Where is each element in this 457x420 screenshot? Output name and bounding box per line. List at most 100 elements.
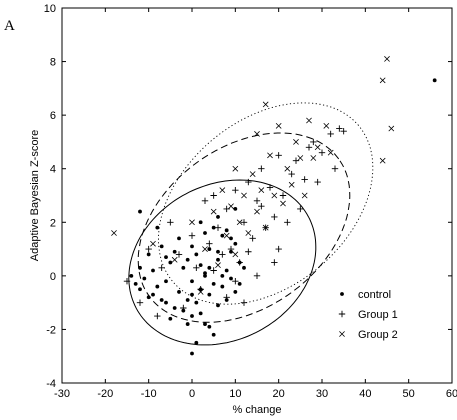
data-point <box>154 312 161 320</box>
ellipse-solid <box>128 179 317 346</box>
data-point <box>216 257 220 262</box>
data-point <box>207 247 212 251</box>
x-tick-label: 50 <box>403 388 415 400</box>
legend-label: Group 1 <box>358 309 398 321</box>
data-point <box>271 213 278 221</box>
data-point <box>211 225 216 230</box>
data-point <box>224 228 229 233</box>
data-point <box>198 311 203 316</box>
series-group-2 <box>111 56 395 295</box>
data-point <box>142 276 147 281</box>
data-point <box>206 240 213 247</box>
data-point <box>172 249 177 254</box>
data-point <box>258 165 265 172</box>
data-point <box>229 276 233 281</box>
y-tick-label: 4 <box>50 164 56 176</box>
data-point <box>189 219 195 226</box>
data-point <box>155 225 160 230</box>
data-point <box>185 298 190 302</box>
data-point <box>223 232 230 239</box>
data-point <box>146 295 151 300</box>
x-tick-label: 60 <box>446 388 457 400</box>
data-point <box>164 255 168 260</box>
data-point <box>254 208 260 215</box>
data-point <box>233 241 238 246</box>
data-point <box>388 125 395 132</box>
data-point <box>279 192 287 199</box>
data-point <box>242 265 246 270</box>
data-point <box>146 252 151 257</box>
y-tick-label: -4 <box>46 378 56 390</box>
x-tick-label: 40 <box>359 388 371 400</box>
data-point <box>175 251 183 258</box>
data-point <box>336 125 343 132</box>
data-point <box>229 236 233 241</box>
legend-marker <box>339 331 345 337</box>
x-tick-label: 30 <box>316 388 328 400</box>
data-point <box>432 78 437 83</box>
data-point <box>262 224 269 231</box>
legend-label: control <box>358 289 391 301</box>
plot-frame <box>61 7 453 384</box>
data-point <box>233 290 238 294</box>
data-point <box>177 290 181 294</box>
data-point <box>327 130 334 138</box>
data-point <box>271 259 278 266</box>
data-point <box>340 128 347 135</box>
y-tick-label: 10 <box>44 3 56 15</box>
data-point <box>219 187 226 194</box>
data-point <box>194 300 199 305</box>
data-point <box>227 245 235 253</box>
data-point <box>314 144 321 151</box>
data-point <box>194 252 199 257</box>
data-point <box>138 265 142 270</box>
data-point <box>249 171 256 177</box>
data-point <box>145 245 152 253</box>
data-point <box>203 273 207 278</box>
data-point <box>314 178 321 186</box>
data-point <box>232 186 239 194</box>
data-point <box>232 278 239 285</box>
data-point <box>168 260 173 265</box>
data-point <box>151 292 155 297</box>
data-point <box>207 265 212 270</box>
data-point <box>275 152 282 159</box>
data-point <box>266 184 274 191</box>
data-point <box>284 165 291 172</box>
data-point <box>267 152 273 159</box>
data-point <box>194 340 199 345</box>
data-point <box>138 209 142 214</box>
data-point <box>223 205 230 213</box>
series-group-1 <box>123 125 347 320</box>
data-point <box>220 284 225 289</box>
data-point <box>284 219 291 226</box>
ellipses-layer <box>128 102 374 346</box>
data-point <box>190 244 194 249</box>
data-point <box>168 316 173 321</box>
data-point <box>233 206 238 211</box>
data-point <box>384 56 390 62</box>
data-point <box>297 205 304 213</box>
y-tick-label: 0 <box>50 271 56 283</box>
data-point <box>190 292 194 297</box>
data-point <box>210 192 217 199</box>
data-point <box>379 77 386 84</box>
data-point <box>133 281 138 286</box>
data-point <box>219 251 226 258</box>
data-point <box>167 219 174 226</box>
data-point <box>288 181 295 188</box>
data-point <box>331 165 339 172</box>
data-point <box>258 187 265 194</box>
x-tick-label: -10 <box>141 388 157 400</box>
ellipse-dashed <box>137 132 351 323</box>
data-point <box>172 306 177 310</box>
data-point <box>211 281 216 286</box>
data-point <box>224 268 229 273</box>
data-point <box>236 219 243 226</box>
data-point <box>159 244 164 249</box>
data-point <box>198 220 203 225</box>
data-point <box>275 122 282 129</box>
data-point <box>216 303 220 308</box>
data-point <box>327 149 334 156</box>
data-point <box>158 264 165 272</box>
